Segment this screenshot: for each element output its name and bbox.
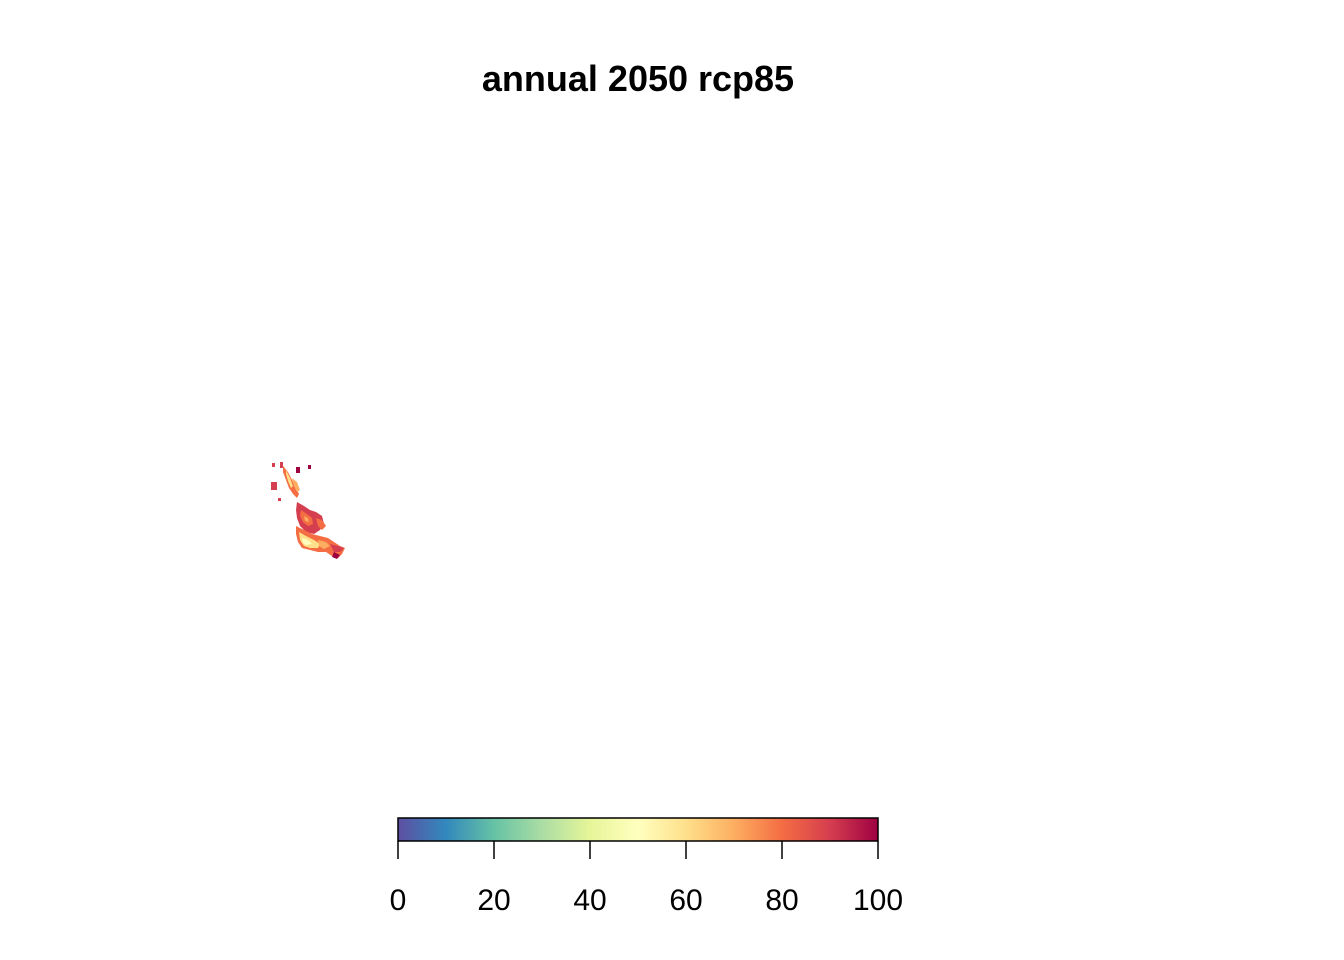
legend-tick-label: 40: [573, 884, 606, 917]
raster-patch: [318, 540, 330, 549]
legend-colorbar: [397, 817, 879, 842]
legend-tick-label: 20: [477, 884, 510, 917]
raster-patch: [330, 544, 344, 552]
raster-patch: [280, 462, 283, 468]
raster-patch: [286, 470, 293, 488]
legend-tick-label: 60: [669, 884, 702, 917]
raster-patch: [278, 498, 281, 501]
legend-ticks: 0 20 40 60 80 100: [390, 841, 903, 917]
raster-patch: [302, 538, 312, 545]
raster-patch: [296, 467, 300, 473]
legend-tick-label: 0: [390, 884, 407, 917]
raster-patch: [272, 463, 275, 467]
raster-patch: [292, 478, 300, 492]
legend-tick-label: 80: [765, 884, 798, 917]
legend-tick-label: 100: [853, 884, 903, 917]
raster-patch: [271, 482, 277, 490]
raster-patch: [332, 552, 340, 559]
map-title: annual 2050 rcp85: [481, 58, 795, 99]
raster-patch: [299, 532, 320, 548]
raster-patch: [308, 465, 311, 469]
legend: 0 20 40 60 80 100: [390, 817, 903, 917]
raster-region: [271, 462, 345, 559]
raster-patch: [304, 516, 309, 522]
raster-patch: [316, 518, 326, 530]
